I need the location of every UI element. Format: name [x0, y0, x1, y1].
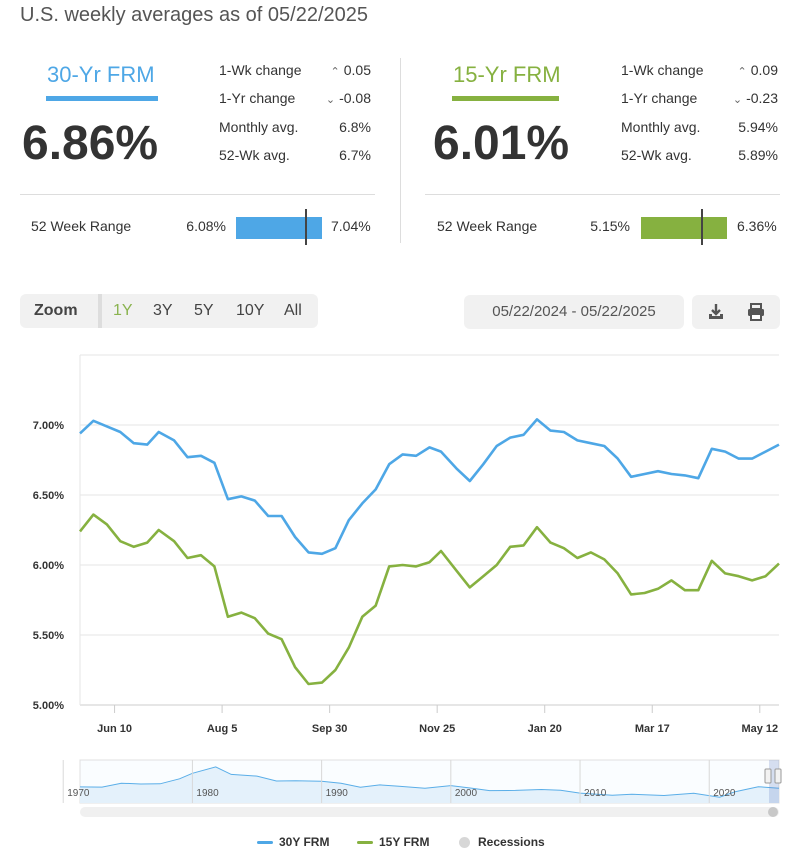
x-tick-label: Mar 17	[635, 723, 670, 735]
stat-label: 1-Yr change	[219, 90, 296, 106]
chevron-up-icon: ⌃	[330, 66, 340, 78]
chevron-down-icon: ⌄	[732, 94, 743, 106]
range-label: 52 Week Range	[437, 218, 538, 234]
plot-area	[80, 355, 779, 705]
legend-label: 30Y FRM	[279, 835, 330, 849]
date-range-input[interactable]: 05/22/2024 - 05/22/2025	[464, 295, 684, 329]
navigator-label: 1990	[326, 788, 349, 799]
zoom-separator	[98, 294, 102, 328]
card-divider	[400, 58, 401, 243]
chart-legend: 30Y FRM 15Y FRM Recessions	[0, 835, 800, 855]
stat-label: Monthly avg.	[219, 119, 299, 135]
rate-card-30yr: 30-Yr FRM 6.86% 1-Wk change ⌃ 0.05 1-Yr c…	[20, 56, 375, 245]
zoom-1y-button[interactable]: 1Y	[113, 302, 133, 319]
divider	[20, 194, 375, 195]
legend-item-recessions[interactable]: Recessions	[459, 835, 545, 849]
download-icon[interactable]	[706, 302, 726, 322]
stat-value: 6.7%	[339, 147, 371, 163]
range-high: 6.36%	[737, 218, 777, 234]
stat-label: Monthly avg.	[621, 119, 701, 135]
x-tick-label: Nov 25	[419, 723, 455, 735]
current-rate: 6.01%	[433, 117, 570, 170]
card-title: 15-Yr FRM	[453, 62, 561, 87]
page-subtitle: U.S. weekly averages as of 05/22/2025	[20, 4, 368, 26]
range-low: 6.08%	[186, 218, 226, 234]
navigator-area	[80, 766, 779, 803]
x-tick-label: Jun 10	[97, 723, 132, 735]
rates-line-chart[interactable]: 5.00% 5.50% 6.00% 6.50% 7.00% Jun 10 Aug 5 Sep …	[0, 340, 800, 750]
stat-label: 1-Wk change	[621, 62, 704, 78]
y-tick-label: 7.00%	[33, 420, 64, 432]
range-label: 52 Week Range	[31, 218, 132, 234]
stat-value: ⌄ -0.23	[732, 90, 778, 106]
chevron-down-icon: ⌄	[325, 94, 336, 106]
navigator-series	[79, 766, 780, 798]
divider	[425, 194, 780, 195]
stat-value: ⌄ -0.08	[325, 90, 371, 106]
chevron-up-icon: ⌃	[737, 66, 747, 78]
navigator-label: 1980	[196, 788, 219, 799]
stat-label: 52-Wk avg.	[219, 147, 290, 163]
navigator-handle-right[interactable]	[774, 768, 782, 784]
range-current-marker	[304, 209, 307, 245]
x-tick-label: Sep 30	[312, 723, 347, 735]
legend-swatch	[357, 840, 373, 844]
stat-value: ⌃ 0.09	[737, 62, 778, 78]
y-tick-label: 5.00%	[33, 700, 64, 712]
y-tick-label: 6.00%	[33, 560, 64, 572]
legend-label: Recessions	[478, 835, 545, 849]
navigator-label: 2000	[455, 788, 478, 799]
legend-label: 15Y FRM	[379, 835, 430, 849]
navigator-selection[interactable]	[769, 760, 779, 803]
zoom-all-button[interactable]: All	[284, 302, 302, 319]
series-line-30y[interactable]	[79, 418, 780, 556]
range-current-marker	[701, 209, 704, 245]
navigator-scrollbar-thumb[interactable]	[768, 807, 778, 817]
series-line-15y[interactable]	[78, 513, 780, 686]
navigator-handle-left[interactable]	[764, 768, 772, 784]
x-tick-label: May 12	[741, 723, 778, 735]
legend-swatch	[257, 840, 273, 844]
x-tick-label: Aug 5	[207, 723, 238, 735]
navigator-label: 2010	[584, 788, 607, 799]
stat-label: 1-Wk change	[219, 62, 302, 78]
current-rate: 6.86%	[22, 117, 159, 170]
legend-item-30y[interactable]: 30Y FRM	[257, 835, 329, 849]
card-title-underline	[46, 96, 158, 101]
zoom-3y-button[interactable]: 3Y	[153, 302, 173, 319]
zoom-10y-button[interactable]: 10Y	[236, 302, 265, 319]
card-title: 30-Yr FRM	[47, 62, 155, 87]
stat-value: 5.89%	[738, 147, 778, 163]
x-tick-label: Jan 20	[528, 723, 562, 735]
stat-value: ⌃ 0.05	[330, 62, 371, 78]
card-title-underline	[452, 96, 559, 101]
zoom-5y-button[interactable]: 5Y	[194, 302, 214, 319]
zoom-toolbar: Zoom 1Y 3Y 5Y 10Y All	[20, 294, 318, 328]
stat-label: 1-Yr change	[621, 90, 698, 106]
y-tick-label: 5.50%	[33, 630, 64, 642]
stat-value: 5.94%	[738, 119, 778, 135]
stat-value: 6.8%	[339, 119, 371, 135]
chart-actions	[692, 295, 780, 329]
navigator-label: 1970	[67, 788, 90, 799]
legend-item-15y[interactable]: 15Y FRM	[357, 835, 429, 849]
range-bar	[641, 217, 727, 239]
range-navigator[interactable]: 1970 1980 1990 2000 2010 2020	[0, 755, 800, 821]
zoom-label: Zoom	[34, 302, 78, 319]
stat-label: 52-Wk avg.	[621, 147, 692, 163]
rate-card-15yr: 15-Yr FRM 6.01% 1-Wk change ⌃ 0.09 1-Yr c…	[425, 56, 780, 245]
range-bar	[236, 217, 322, 239]
legend-dot	[459, 836, 470, 848]
navigator-label: 2020	[713, 788, 736, 799]
print-icon[interactable]	[746, 302, 766, 322]
range-low: 5.15%	[590, 218, 630, 234]
navigator-scrollbar-track[interactable]	[80, 807, 779, 817]
y-tick-label: 6.50%	[33, 490, 64, 502]
range-high: 7.04%	[331, 218, 371, 234]
